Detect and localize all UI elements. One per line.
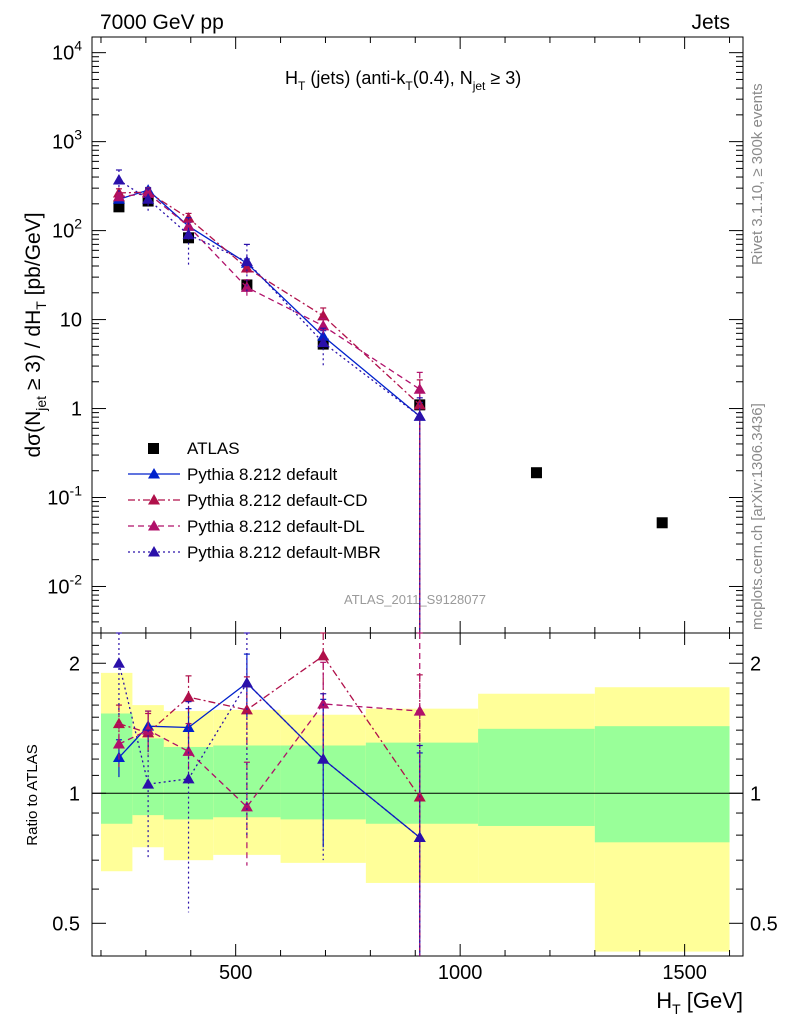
legend-label: Pythia 8.212 default-CD bbox=[187, 491, 368, 510]
x-axis-title: HT [GeV] bbox=[656, 988, 743, 1017]
legend-marker bbox=[148, 494, 160, 505]
ratio-point bbox=[182, 691, 195, 702]
mc-point bbox=[112, 190, 125, 202]
mcplots-label: mcplots.cern.ch [arXiv:1306.3436] bbox=[749, 403, 766, 630]
legend-marker bbox=[148, 546, 160, 557]
inner-band-bin bbox=[365, 742, 479, 824]
inner-band-bin bbox=[478, 728, 595, 826]
series-line bbox=[118, 189, 421, 417]
legend-entry-pythia-8-212-default: Pythia 8.212 default bbox=[128, 465, 338, 484]
legend: ATLAS Pythia 8.212 default Pythia 8.212 de… bbox=[128, 439, 381, 562]
legend-label: Pythia 8.212 default-DL bbox=[187, 517, 365, 536]
ratio-point bbox=[317, 753, 330, 764]
ratio-point bbox=[142, 778, 155, 789]
series-line bbox=[118, 179, 421, 417]
legend-label: Pythia 8.212 default bbox=[187, 465, 338, 484]
inner-band-bin bbox=[100, 713, 133, 824]
collision-label: 7000 GeV pp bbox=[100, 11, 224, 34]
mc-point bbox=[142, 187, 155, 198]
ratio-point bbox=[240, 800, 253, 812]
ratio-y-tick-label: 0.5 bbox=[52, 913, 80, 935]
ratio-point bbox=[413, 831, 426, 842]
mc-point bbox=[240, 255, 253, 266]
category-label: Jets bbox=[691, 11, 730, 34]
mc-point bbox=[413, 383, 426, 394]
data-series bbox=[112, 169, 668, 956]
ratio-line bbox=[118, 663, 421, 838]
data-point bbox=[530, 467, 542, 479]
analysis-tag: ATLAS_2011_S9128077 bbox=[344, 592, 486, 607]
ratio-y-tick-label: 2 bbox=[69, 653, 80, 675]
ratio-point bbox=[112, 657, 125, 668]
x-tick-label: 1500 bbox=[662, 962, 707, 984]
y-tick-label: 10-2 bbox=[47, 571, 82, 598]
ratio-y-axis-title: Ratio to ATLAS bbox=[24, 744, 41, 845]
ratio-point bbox=[182, 772, 195, 784]
legend-label: ATLAS bbox=[187, 439, 240, 458]
ratio-y-tick-label-right: 2 bbox=[750, 653, 761, 675]
axes: 500 1000 1500 10-2 10-1 1 10 102 103 104 0.5 0.5 1 1 2… bbox=[47, 37, 778, 984]
data-point bbox=[113, 201, 125, 213]
y-tick-label: 1 bbox=[71, 399, 82, 421]
legend-entry-pythia-8-212-default-mbr: Pythia 8.212 default-MBR bbox=[128, 543, 381, 562]
mc-point bbox=[182, 220, 195, 231]
ratio-point bbox=[112, 738, 125, 749]
mc-point bbox=[317, 330, 330, 341]
series-pythia-8-212-default bbox=[112, 184, 426, 633]
x-tick-label: 1000 bbox=[438, 962, 483, 984]
mc-point bbox=[240, 261, 253, 273]
ratio-y-tick-label: 1 bbox=[69, 783, 80, 805]
y-axis-title: dσ(Njet ≥ 3) / dHT [pb/GeV] bbox=[22, 212, 49, 457]
ratio-line bbox=[118, 703, 420, 808]
mc-point bbox=[317, 309, 330, 321]
series-pythia-8-212-default-dl bbox=[112, 187, 426, 633]
legend-marker bbox=[148, 468, 160, 479]
mc-point bbox=[182, 228, 195, 240]
mc-point bbox=[112, 174, 125, 185]
ratio-point bbox=[413, 705, 426, 716]
legend-marker bbox=[148, 520, 160, 531]
mc-point bbox=[240, 281, 253, 292]
rivet-label: Rivet 3.1.10, ≥ 300k events bbox=[749, 83, 766, 265]
ratio-point bbox=[317, 697, 330, 709]
series-pythia-8-212-default-cd bbox=[112, 186, 426, 633]
series-line bbox=[118, 191, 421, 406]
y-tick-label: 10-1 bbox=[47, 483, 82, 510]
ratio-point bbox=[182, 745, 195, 756]
mc-point bbox=[317, 336, 330, 348]
x-tick-label: 500 bbox=[219, 962, 252, 984]
plot-title: HT (jets) (anti-kT(0.4), Njet ≥ 3) bbox=[285, 68, 521, 93]
ratio-point bbox=[317, 649, 330, 661]
series-line bbox=[118, 192, 421, 390]
series-pythia-8-212-default-mbr bbox=[112, 169, 426, 633]
legend-entry-atlas: ATLAS bbox=[148, 439, 240, 458]
inner-band-bin bbox=[594, 726, 730, 843]
mc-point bbox=[142, 193, 155, 204]
y-tick-label: 102 bbox=[52, 216, 82, 243]
legend-label: Pythia 8.212 default-MBR bbox=[187, 543, 381, 562]
mc-point bbox=[413, 410, 426, 421]
legend-marker bbox=[148, 443, 159, 454]
data-point bbox=[656, 517, 668, 529]
ratio-point bbox=[112, 717, 125, 729]
legend-entry-pythia-8-212-default-dl: Pythia 8.212 default-DL bbox=[128, 517, 365, 536]
ratio-series-pythia-8-212-default-mbr bbox=[112, 632, 426, 956]
ratio-line bbox=[118, 654, 421, 798]
y-tick-label: 104 bbox=[52, 38, 82, 65]
legend-entry-pythia-8-212-default-cd: Pythia 8.212 default-CD bbox=[128, 491, 368, 510]
ratio-point bbox=[240, 677, 253, 688]
y-tick-label: 10 bbox=[60, 310, 82, 332]
ratio-y-tick-label-right: 0.5 bbox=[750, 913, 778, 935]
ratio-point bbox=[142, 724, 155, 735]
ratio-y-tick-label-right: 1 bbox=[750, 783, 761, 805]
y-tick-label: 103 bbox=[52, 127, 82, 154]
